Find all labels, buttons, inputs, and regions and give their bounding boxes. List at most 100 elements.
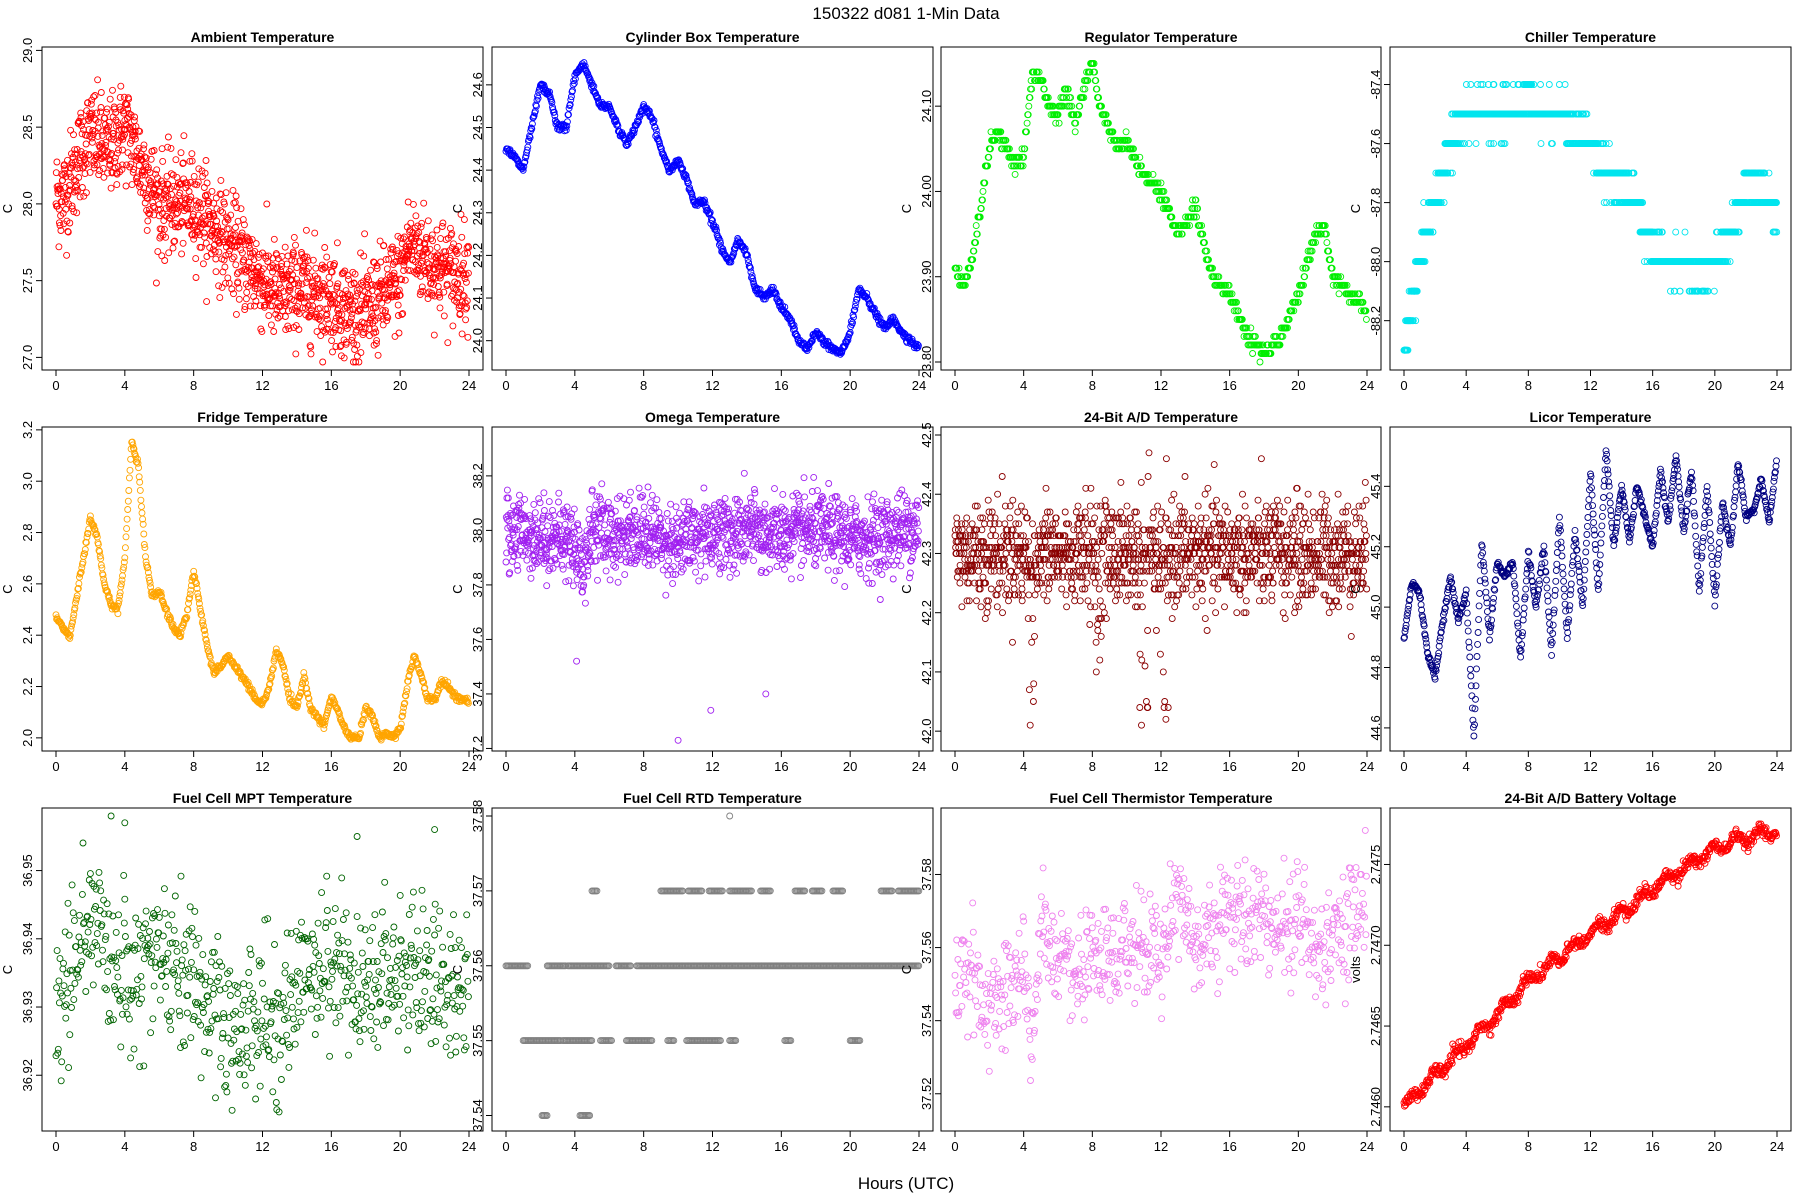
data-point (421, 200, 427, 206)
data-point (54, 159, 60, 165)
x-tick-label: 12 (1154, 378, 1168, 393)
data-point (92, 93, 98, 99)
x-axis: 0 4 8 12 16 20 24 (951, 370, 1374, 393)
data-point (204, 180, 210, 186)
data-point (402, 234, 408, 240)
x-tick-label: 24 (912, 378, 926, 393)
y-tick-label: 24.1 (470, 285, 485, 310)
data-point (287, 295, 293, 301)
x-tick-label: 16 (1222, 378, 1236, 393)
data-point (294, 265, 300, 271)
data-point (1468, 82, 1474, 88)
data-point (308, 351, 314, 357)
plot-frame (1390, 47, 1791, 370)
data-point (213, 269, 219, 275)
data-point (272, 276, 278, 282)
data-point (1466, 141, 1472, 147)
x-tick-label: 20 (393, 378, 407, 393)
data-point (1257, 359, 1263, 365)
data-point (170, 245, 176, 251)
data-points (503, 60, 921, 358)
data-point (1538, 82, 1544, 88)
y-axis: 24.024.124.224.324.424.524.6 (470, 72, 492, 353)
y-tick-label: 3.0 (20, 472, 35, 490)
x-tick-label: 8 (190, 378, 197, 393)
data-point (137, 487, 143, 493)
y-tick-label: 24.0 (470, 328, 485, 353)
y-axis: 27.027.528.028.529.0 (20, 38, 42, 370)
data-point (1473, 141, 1479, 147)
data-point (153, 280, 159, 286)
data-point (266, 313, 272, 319)
data-point (1072, 129, 1078, 135)
x-tick-label: 4 (1463, 378, 1470, 393)
data-point (193, 275, 199, 281)
data-point (349, 311, 355, 317)
x-tick-label: 4 (571, 378, 578, 393)
y-tick-label: 24.4 (470, 157, 485, 182)
data-point (367, 333, 373, 339)
data-point (233, 311, 239, 317)
x-tick-label: 4 (121, 759, 128, 774)
data-point (122, 555, 128, 561)
y-tick-label: 28.5 (20, 114, 35, 139)
data-point (94, 110, 100, 116)
data-point (1562, 82, 1568, 88)
data-point (89, 139, 95, 145)
y-tick-label: 24.5 (470, 115, 485, 140)
data-point (282, 244, 288, 250)
data-point (392, 333, 398, 339)
data-point (358, 350, 364, 356)
data-point (1546, 82, 1552, 88)
data-point (291, 234, 297, 240)
y-tick-label: 27.5 (20, 268, 35, 293)
data-point (309, 307, 315, 313)
data-point (384, 266, 390, 272)
x-tick-label: 16 (324, 378, 338, 393)
data-point (375, 352, 381, 358)
data-point (233, 225, 239, 231)
data-point (322, 245, 328, 251)
panel-title: Cylinder Box Temperature (625, 29, 799, 45)
data-point (368, 267, 374, 273)
data-point (226, 280, 232, 286)
data-point (463, 317, 469, 323)
data-point (441, 289, 447, 295)
data-point (124, 526, 130, 532)
data-point (431, 332, 437, 338)
panel-title: Regulator Temperature (1085, 29, 1238, 45)
data-point (56, 244, 62, 250)
y-tick-label: 24.00 (919, 175, 934, 208)
y-tick-label: 24.2 (470, 243, 485, 268)
data-point (235, 269, 241, 275)
x-tick-label: 20 (1291, 378, 1305, 393)
y-tick-label: 24.10 (919, 90, 934, 123)
data-point (193, 256, 199, 262)
data-point (396, 330, 402, 336)
x-tick-label: 0 (1400, 378, 1407, 393)
data-point (1336, 291, 1342, 297)
y-tick-label: 27.0 (20, 345, 35, 370)
x-axis: 0 4 8 12 16 20 24 (502, 370, 926, 393)
data-point (181, 133, 187, 139)
y-tick-label: -88.2 (1368, 306, 1383, 336)
data-point (132, 114, 138, 120)
data-point (434, 227, 440, 233)
y-tick-label: 2.0 (20, 729, 35, 747)
x-axis: 0 4 8 12 16 20 24 (52, 751, 476, 774)
data-point (122, 545, 128, 551)
x-tick-label: 8 (190, 759, 197, 774)
x-tick-label: 8 (1089, 378, 1096, 393)
y-tick-label: 29.0 (20, 38, 35, 63)
data-point (175, 210, 181, 216)
data-point (453, 258, 459, 264)
x-tick-label: 4 (121, 378, 128, 393)
data-point (83, 141, 89, 147)
data-point (461, 217, 467, 223)
data-point (179, 251, 185, 257)
data-point (973, 223, 979, 229)
y-tick-label: -87.8 (1368, 188, 1383, 218)
data-point (216, 249, 222, 255)
